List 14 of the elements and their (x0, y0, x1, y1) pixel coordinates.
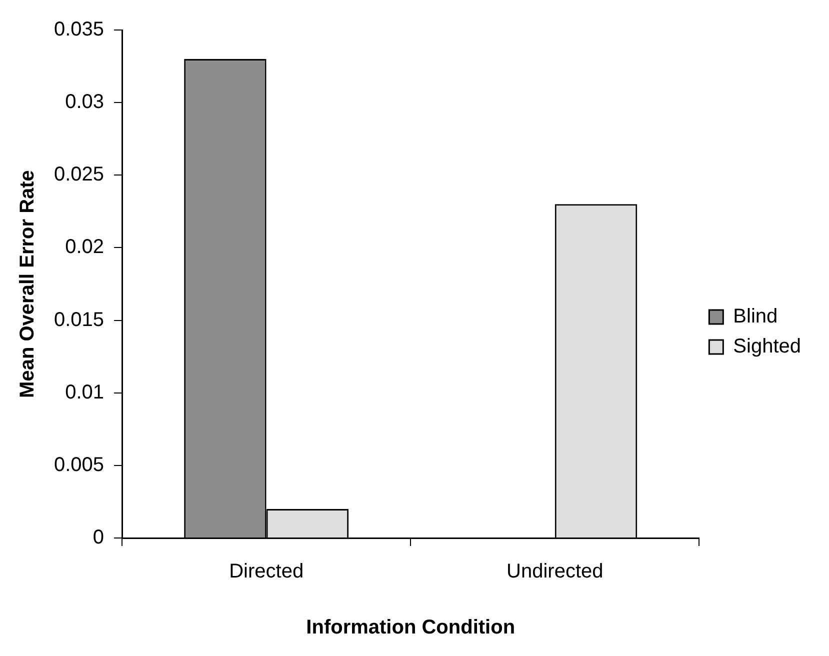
y-tick-label: 0.02 (65, 236, 104, 258)
y-axis-title: Mean Overall Error Rate (16, 170, 39, 398)
x-tick-label: Undirected (506, 560, 604, 583)
y-tick-label: 0.025 (54, 164, 104, 186)
legend-label: Blind (733, 306, 778, 328)
y-tick-label: 0 (92, 526, 104, 549)
y-tick-label: 0.03 (65, 91, 104, 114)
y-tick-label: 0.035 (54, 18, 104, 41)
x-tick-label: Directed (229, 560, 304, 583)
y-tick-label: 0.01 (65, 381, 104, 404)
y-tick-label: 0.015 (54, 308, 104, 331)
y-tick-label: 0.005 (54, 454, 104, 476)
x-axis-title: Information Condition (306, 616, 516, 639)
legend-label: Sighted (733, 336, 802, 358)
